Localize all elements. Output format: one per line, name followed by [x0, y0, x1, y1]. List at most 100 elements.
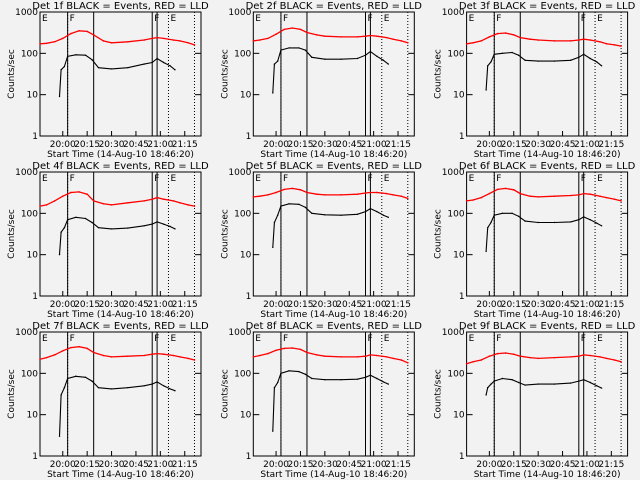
events-point — [84, 376, 87, 379]
lld-point — [143, 200, 145, 202]
events-point — [75, 54, 77, 56]
lld-point — [620, 200, 622, 202]
panel-title: Det 9f BLACK = Events, RED = LLD — [459, 321, 636, 332]
lld-point — [39, 43, 41, 45]
lld-point — [252, 40, 255, 42]
lld-point — [92, 351, 95, 354]
panel-title: Det 3f BLACK = Events, RED = LLD — [459, 1, 636, 12]
events-point — [487, 386, 489, 389]
plot-frame — [252, 11, 415, 137]
lld-point — [472, 199, 474, 201]
events-point — [382, 381, 385, 383]
events-point — [151, 383, 153, 385]
events-point — [84, 217, 87, 220]
lld-point — [187, 357, 189, 360]
marker-label: F — [496, 14, 501, 24]
y-tick-label: 1000 — [15, 168, 38, 178]
y-axis-label: Counts/sec — [7, 209, 17, 259]
x-tick-label: 20:15 — [74, 460, 100, 470]
events-point — [63, 226, 66, 229]
lld-point — [299, 189, 302, 191]
events-point — [376, 210, 378, 213]
lld-point — [613, 44, 616, 46]
y-tick-label: 10 — [453, 411, 465, 421]
lld-point — [299, 28, 302, 31]
events-point — [91, 380, 93, 382]
y-tick-label: 10 — [240, 411, 252, 421]
lld-point — [45, 42, 48, 45]
x-tick-label: 21:00 — [147, 460, 173, 470]
events-point — [174, 69, 176, 71]
lld-point — [519, 36, 522, 39]
lld-point — [151, 37, 154, 40]
lld-point — [599, 356, 601, 358]
lld-point — [400, 40, 403, 42]
events-point — [569, 59, 572, 61]
lld-point — [340, 194, 342, 196]
lld-point — [512, 189, 515, 191]
lld-point — [569, 40, 572, 42]
series-lld-red — [253, 187, 409, 200]
plot-frame — [39, 331, 202, 457]
y-tick-label: 1 — [459, 132, 465, 142]
x-tick-label: 20:15 — [287, 460, 313, 470]
y-tick-label: 100 — [21, 369, 38, 379]
events-point — [596, 385, 598, 387]
lld-point — [472, 41, 474, 44]
lld-point — [465, 200, 468, 202]
events-point — [569, 221, 572, 223]
y-tick-label: 1000 — [15, 8, 38, 18]
events-point — [356, 213, 359, 215]
lld-point — [369, 354, 372, 356]
events-point — [356, 57, 359, 60]
x-tick-label: 21:15 — [385, 140, 411, 150]
events-point — [143, 63, 145, 65]
lld-point — [172, 354, 175, 357]
y-tick-label: 1 — [32, 132, 38, 142]
events-point — [382, 59, 385, 61]
lld-point — [613, 359, 616, 361]
marker-label: E — [42, 174, 48, 184]
lld-point — [512, 353, 515, 356]
lld-point — [537, 357, 539, 360]
events-point — [493, 380, 495, 382]
x-tick-label: 20:15 — [287, 140, 313, 150]
plot-frame — [466, 171, 629, 297]
lld-point — [275, 349, 277, 352]
lld-point — [252, 196, 255, 198]
lld-point — [504, 32, 507, 34]
y-tick-label: 100 — [234, 209, 251, 219]
lld-point — [179, 40, 181, 42]
lld-point — [102, 354, 105, 357]
lld-point — [589, 193, 591, 196]
events-point — [493, 214, 495, 216]
lld-point — [553, 195, 556, 197]
events-point — [589, 219, 591, 221]
events-point — [280, 49, 282, 51]
events-point — [600, 65, 603, 67]
lld-point — [61, 350, 64, 352]
lld-point — [465, 363, 468, 365]
marker-label: E — [597, 174, 603, 184]
lld-point — [39, 358, 41, 360]
x-tick-label: 21:00 — [574, 300, 600, 310]
events-point — [600, 225, 603, 227]
marker-label: F — [70, 174, 75, 184]
lld-point — [578, 194, 580, 196]
panel-title: Det 5f BLACK = Events, RED = LLD — [246, 161, 423, 172]
events-point — [524, 220, 526, 222]
y-tick-label: 1000 — [228, 328, 251, 338]
events-point — [596, 61, 598, 63]
lld-point — [259, 354, 261, 357]
panel-6: Det 6f BLACK = Events, RED = LLD 1 10 100 10… — [434, 161, 636, 320]
events-point — [143, 385, 145, 387]
y-tick-label: 1 — [32, 292, 38, 302]
events-point — [288, 47, 290, 49]
x-tick-label: 20:45 — [123, 140, 149, 150]
events-point — [298, 370, 300, 373]
lld-point — [291, 347, 294, 349]
y-tick-label: 1 — [246, 132, 252, 142]
marker-label: E — [42, 334, 48, 344]
events-point — [490, 383, 492, 385]
events-point — [311, 212, 313, 215]
